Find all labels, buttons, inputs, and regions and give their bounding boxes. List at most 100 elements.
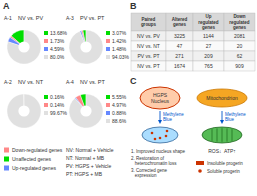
- cell-value-line: 271: [175, 53, 184, 59]
- progerin-dot: [154, 138, 157, 141]
- label-swatch: [44, 111, 48, 115]
- legend-swatch: [4, 157, 9, 162]
- table-cell: [131, 41, 166, 51]
- label-swatch: [106, 103, 110, 107]
- label-swatch: [44, 47, 48, 51]
- table-cell: [224, 51, 255, 61]
- row-label-line: NV vs. NT: [137, 43, 160, 49]
- arrow-head: [158, 120, 162, 124]
- row-label: PV vs. PT: [137, 53, 159, 59]
- abbreviation: PV: HGPS + Vehicle: [66, 163, 111, 169]
- mitochondrion-label-line: Mitochondrion: [206, 95, 238, 101]
- table-cell: [166, 31, 193, 41]
- figure: A-1NV vs. PV13.68%1.73%4.59%80.0%A-3PV v…: [0, 0, 257, 196]
- cell-value-line: 62: [237, 53, 243, 59]
- cell-value: 3225: [174, 33, 185, 39]
- legend: Down-regulated genesUnaffected genesUp-r…: [4, 147, 63, 171]
- pie-label: A-1: [4, 15, 12, 21]
- table-cell: [131, 31, 166, 41]
- data-label: 80.0%: [50, 54, 65, 60]
- nucleus-label: HGPSNucleus: [151, 92, 170, 104]
- label-swatch: [44, 55, 48, 59]
- donut-hole: [18, 41, 29, 52]
- table-cell: [224, 31, 255, 41]
- header-cell: [224, 13, 255, 31]
- donut-hole: [18, 105, 29, 116]
- data-label: 88.6%: [112, 118, 127, 124]
- treatment-label-line: Blue: [225, 117, 235, 122]
- data-label: 0.14%: [50, 102, 65, 108]
- pie-title: NV vs. PT: [80, 79, 105, 85]
- table-cell: [166, 41, 193, 51]
- pie-slice: [7, 94, 41, 128]
- label-swatch: [44, 31, 48, 35]
- treatment-label: MethyleneBlue: [163, 112, 184, 122]
- table-cell: [224, 41, 255, 51]
- table-cell: [224, 61, 255, 71]
- crista: [232, 129, 233, 141]
- donut-hole: [80, 105, 91, 116]
- cell-value-line: 3225: [174, 33, 185, 39]
- column-header-line: genes: [233, 25, 247, 30]
- cell-value: 20: [237, 43, 243, 49]
- label-swatch: [106, 39, 110, 43]
- outcome: 2. Restoration of heterochromatin loss: [131, 156, 177, 166]
- cell-value-line: 47: [177, 43, 183, 49]
- mitochondrion-label: Mitochondrion: [206, 95, 238, 101]
- legend-entry-line: Insoluble progerin: [207, 161, 243, 166]
- row-label-line: NV vs. PT: [137, 63, 160, 69]
- pie-slice: [69, 30, 103, 64]
- progerin-dot: [151, 132, 154, 135]
- restored-mitochondrion: [202, 127, 242, 143]
- row-label-line: NV vs. PV: [137, 33, 160, 39]
- data-label: 1.73%: [50, 38, 65, 44]
- table-cell: [193, 41, 224, 51]
- outcome-line: expression: [131, 173, 157, 178]
- cell-value: 271: [175, 53, 184, 59]
- arrow: [160, 111, 161, 121]
- panel-label: C: [130, 76, 137, 86]
- pie-chart: A-2NV vs. NT0.16%0.14%99.67%: [4, 79, 68, 128]
- table-cell: [193, 51, 224, 61]
- data-label: 5.55%: [112, 94, 127, 100]
- cell-value: 209: [204, 53, 213, 59]
- legend-entry: Up-regulated genes: [12, 165, 56, 171]
- outcome-line: 1. Improved nucleus shape: [131, 149, 186, 154]
- pie-chart: A-3PV vs. PT3.07%1.42%1.48%94.03%: [66, 15, 130, 64]
- cell-value: 909: [235, 63, 244, 69]
- cell-value-line: 2081: [234, 33, 245, 39]
- effect-label: ROS↓ ATP↑: [208, 148, 236, 154]
- row-label: NV vs. PV: [137, 33, 160, 39]
- data-label: 0.16%: [50, 94, 65, 100]
- legend-swatch: [196, 161, 204, 165]
- column-header-line: genes: [202, 25, 216, 30]
- outcome: 1. Improved nucleus shape: [131, 149, 186, 154]
- label-swatch: [106, 31, 110, 35]
- pie-label: A-2: [4, 79, 12, 85]
- outcome: 3. Corrected gene expression: [131, 168, 168, 178]
- treatment-label-line: Blue: [163, 117, 173, 122]
- data-label: 4.59%: [50, 46, 65, 52]
- label-swatch: [106, 111, 110, 115]
- label-swatch: [44, 39, 48, 43]
- cell-value: 2081: [234, 33, 245, 39]
- cell-value-line: 20: [237, 43, 243, 49]
- data-label: 0.88%: [112, 110, 127, 116]
- table: BPairedgroupsAlteredgenesUpregulatedgene…: [130, 1, 255, 71]
- donut-hole: [80, 41, 91, 52]
- label-swatch: [106, 119, 110, 123]
- table-cell: [166, 51, 193, 61]
- table-cell: [131, 61, 166, 71]
- label-swatch: [106, 47, 110, 51]
- pie-slice: [69, 94, 103, 128]
- diagram: CHGPSNucleusMitochondrionMethyleneBlueMe…: [130, 76, 247, 178]
- pie-slice: [7, 30, 41, 64]
- pie-chart: A-4NV vs. PT5.55%4.97%0.88%88.6%: [66, 79, 127, 128]
- data-label: 1.42%: [112, 38, 127, 44]
- legend-entry: Soluble progerin: [207, 169, 240, 174]
- hgps-nucleus: [140, 87, 180, 109]
- row-label: NV vs. NT: [137, 43, 160, 49]
- label-swatch: [106, 95, 110, 99]
- pie-title: NV vs. PV: [18, 15, 43, 21]
- table-cell: [166, 61, 193, 71]
